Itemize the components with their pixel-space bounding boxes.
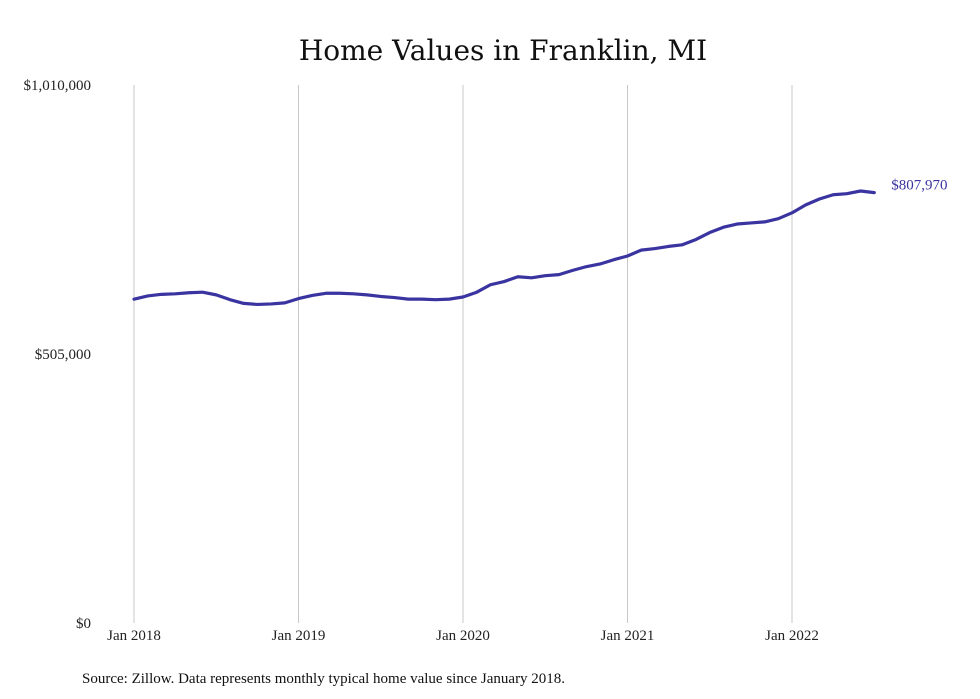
source-note: Source: Zillow. Data represents monthly … xyxy=(82,671,565,687)
grid-lines xyxy=(133,85,793,623)
x-tick-label: Jan 2022 xyxy=(765,628,819,644)
x-tick-label: Jan 2018 xyxy=(107,628,161,644)
end-value-label: $807,970 xyxy=(891,178,947,194)
x-tick-label: Jan 2020 xyxy=(436,628,490,644)
series-line xyxy=(132,189,876,307)
y-tick-label: $1,010,000 xyxy=(24,78,92,94)
chart-title: Home Values in Franklin, MI xyxy=(299,34,707,67)
x-tick-label: Jan 2021 xyxy=(601,628,655,644)
x-tick-label: Jan 2019 xyxy=(272,628,326,644)
y-tick-label: $505,000 xyxy=(35,347,91,363)
y-tick-label: $0 xyxy=(76,616,91,632)
y-axis-ticks: $1,010,000 $505,000 $0 xyxy=(24,78,92,632)
x-axis-ticks: Jan 2018 Jan 2019 Jan 2020 Jan 2021 Jan 2022 xyxy=(107,628,819,644)
